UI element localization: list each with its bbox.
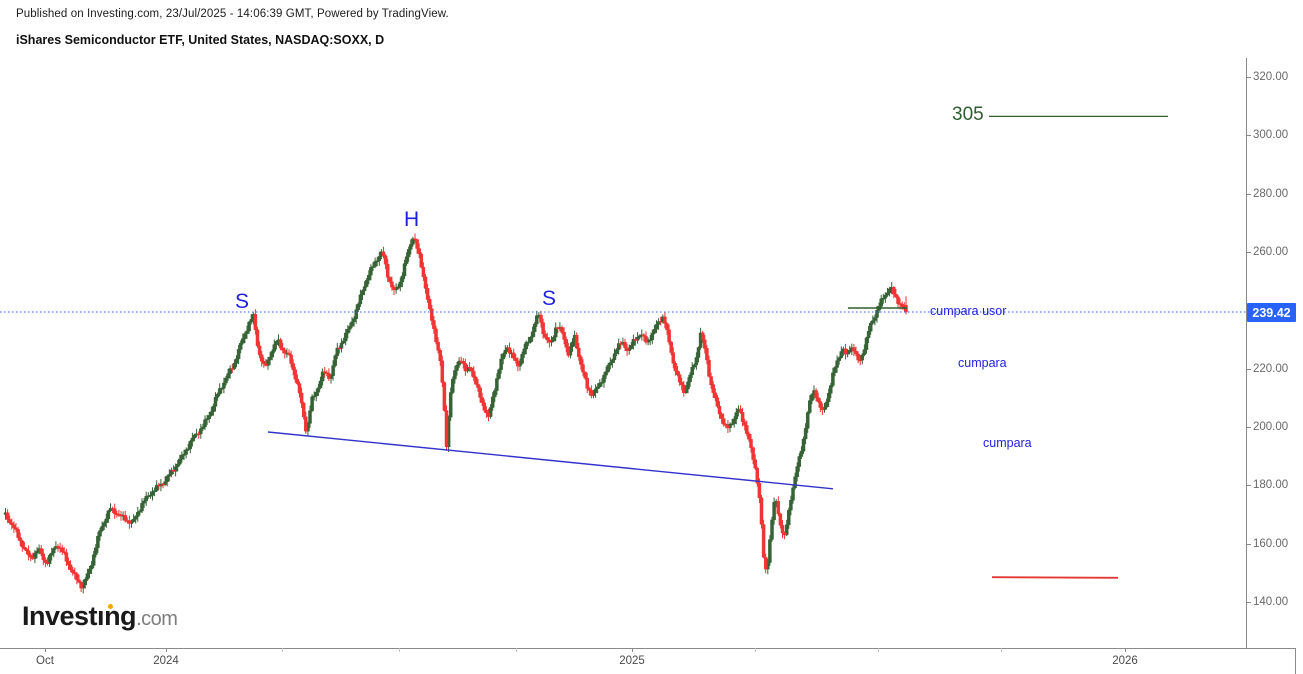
price-axis-label: 200.00 — [1253, 421, 1289, 433]
last-price-badge: 239.42 — [1247, 303, 1296, 322]
price-axis-tick — [1246, 193, 1251, 195]
price-axis-tick — [1246, 77, 1251, 78]
price-axis-tick — [1246, 602, 1251, 603]
time-axis-tick — [632, 648, 633, 652]
price-axis-tick — [1246, 543, 1251, 545]
investing-logo: Investıng .com — [22, 601, 178, 632]
note-cumpara-usor[interactable]: cumpara usor — [930, 304, 1007, 318]
label-shoulder-1[interactable]: S — [235, 290, 250, 313]
instrument-title: iShares Semiconductor ETF, United States… — [16, 33, 385, 47]
price-axis-label: 220.00 — [1253, 362, 1289, 375]
price-axis-tick — [1246, 252, 1251, 253]
time-axis-label: 2026 — [1112, 655, 1138, 667]
investing-logo-text: Investıng — [22, 601, 137, 631]
time-axis[interactable] — [0, 648, 1295, 674]
note-cumpara-1[interactable]: cumpara — [958, 356, 1007, 370]
time-axis-tick — [45, 648, 46, 652]
price-axis-tick — [1246, 485, 1251, 487]
label-target-305[interactable]: 305 — [952, 104, 984, 125]
price-axis-label: 140.00 — [1253, 596, 1289, 608]
price-axis-label: 160.00 — [1253, 537, 1289, 550]
label-shoulder-2[interactable]: S — [542, 287, 557, 310]
axis-corner-divider — [1295, 648, 1296, 674]
published-info: Published on Investing.com, 23/Jul/2025 … — [16, 8, 449, 20]
price-axis-label: 300.00 — [1253, 129, 1289, 142]
price-axis-label: 320.00 — [1253, 71, 1289, 83]
time-axis-label: 2024 — [153, 655, 179, 667]
time-axis-minor-tick — [399, 648, 400, 652]
investing-logo-suffix: .com — [136, 608, 178, 630]
time-axis-minor-tick — [1001, 648, 1002, 652]
label-head[interactable]: H — [404, 208, 420, 231]
price-axis-label: 280.00 — [1253, 187, 1289, 200]
time-axis-minor-tick — [516, 648, 517, 652]
time-axis-tick — [166, 648, 167, 652]
note-cumpara-2[interactable]: cumpara — [983, 436, 1032, 450]
time-axis-label: Oct — [36, 655, 54, 667]
time-axis-border — [0, 648, 1295, 649]
price-axis-tick — [1246, 135, 1251, 137]
price-axis-label: 260.00 — [1253, 246, 1289, 258]
support-line-148[interactable] — [991, 576, 1119, 579]
candles-up — [3, 238, 894, 589]
price-axis[interactable] — [1246, 58, 1303, 648]
support-trendline[interactable] — [267, 431, 834, 490]
price-axis-tick — [1246, 427, 1251, 428]
time-axis-label: 2025 — [619, 655, 645, 667]
price-axis-border — [1246, 58, 1247, 648]
time-axis-minor-tick — [755, 648, 756, 652]
price-axis-label: 180.00 — [1253, 479, 1289, 492]
time-axis-minor-tick — [282, 648, 283, 652]
candles-down — [5, 238, 908, 589]
price-axis-tick — [1246, 368, 1251, 370]
time-axis-minor-tick — [878, 648, 879, 652]
logo-orange-dot — [108, 604, 114, 609]
time-axis-tick — [1125, 648, 1126, 652]
